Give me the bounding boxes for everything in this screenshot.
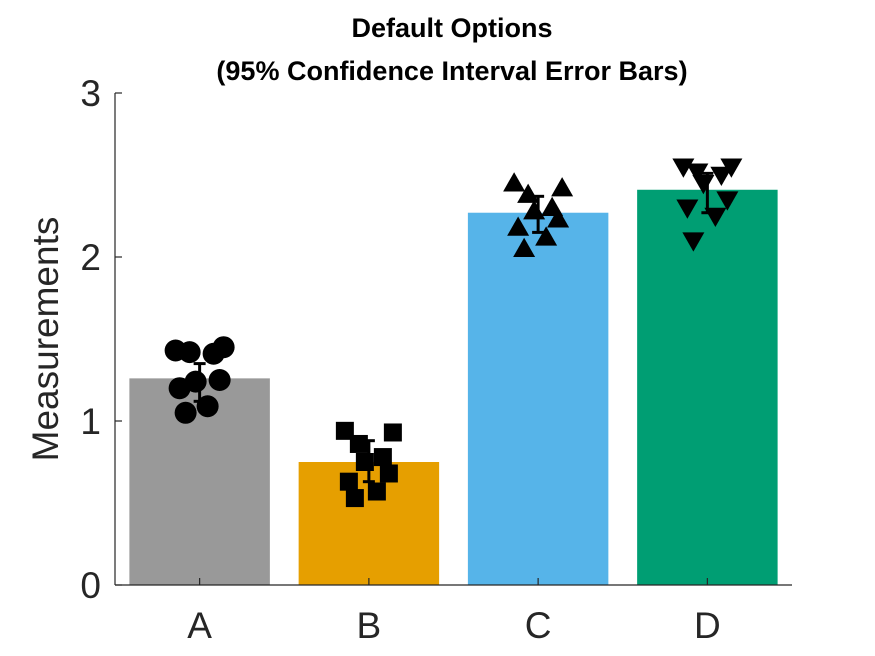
point-c-4 [547, 208, 570, 228]
bar-d [637, 189, 778, 585]
point-a-1 [174, 401, 197, 424]
title-line-2: (95% Confidence Interval Error Bars) [216, 56, 687, 86]
point-b-8 [383, 423, 402, 442]
point-b-6 [373, 448, 392, 467]
x-tick-label-a: A [187, 605, 212, 646]
point-a-2 [196, 395, 219, 418]
y-tick-label-3: 3 [80, 73, 101, 114]
point-a-9 [164, 339, 187, 362]
error-bars [193, 171, 714, 484]
x-tick-label-c: C [525, 605, 552, 646]
point-b-9 [335, 421, 354, 440]
point-c-2 [535, 226, 558, 246]
y-tick-label-2: 2 [80, 237, 101, 278]
point-c-5 [523, 200, 546, 220]
y-ticks: 0 1 2 3 [80, 73, 122, 606]
bars [129, 189, 778, 585]
point-a-5 [184, 370, 207, 393]
point-a-8 [212, 336, 235, 359]
point-d-2 [704, 207, 727, 227]
x-tick-label-d: D [694, 605, 721, 646]
point-d-7 [686, 163, 709, 183]
point-b-1 [345, 489, 364, 508]
point-b-4 [379, 464, 398, 483]
data-points [164, 158, 743, 508]
point-d-9 [672, 158, 695, 178]
point-d-3 [676, 199, 699, 219]
axes [114, 93, 792, 586]
point-a-4 [208, 369, 231, 391]
y-axis-label: Measurements [25, 217, 66, 462]
point-b-2 [367, 482, 386, 501]
point-c-1 [513, 237, 536, 258]
y-tick-label-0: 0 [80, 565, 101, 606]
title-line-1: Default Options [352, 13, 553, 43]
x-ticks: A B C D [187, 578, 721, 646]
point-c-3 [507, 216, 530, 236]
x-tick-label-b: B [357, 605, 382, 646]
y-tick-label-1: 1 [80, 401, 101, 442]
point-d-6 [710, 166, 733, 186]
point-c-8 [551, 177, 574, 197]
point-c-7 [517, 183, 540, 203]
point-b-7 [349, 434, 368, 453]
bar-c [467, 212, 609, 585]
point-d-4 [716, 191, 739, 211]
point-b-5 [355, 453, 374, 471]
point-c-9 [503, 172, 526, 192]
point-d-1 [682, 232, 705, 252]
chart-title: Default Options (95% Confidence Interval… [216, 13, 687, 86]
point-c-6 [541, 196, 564, 217]
point-b-3 [339, 472, 358, 491]
point-d-8 [720, 158, 743, 178]
